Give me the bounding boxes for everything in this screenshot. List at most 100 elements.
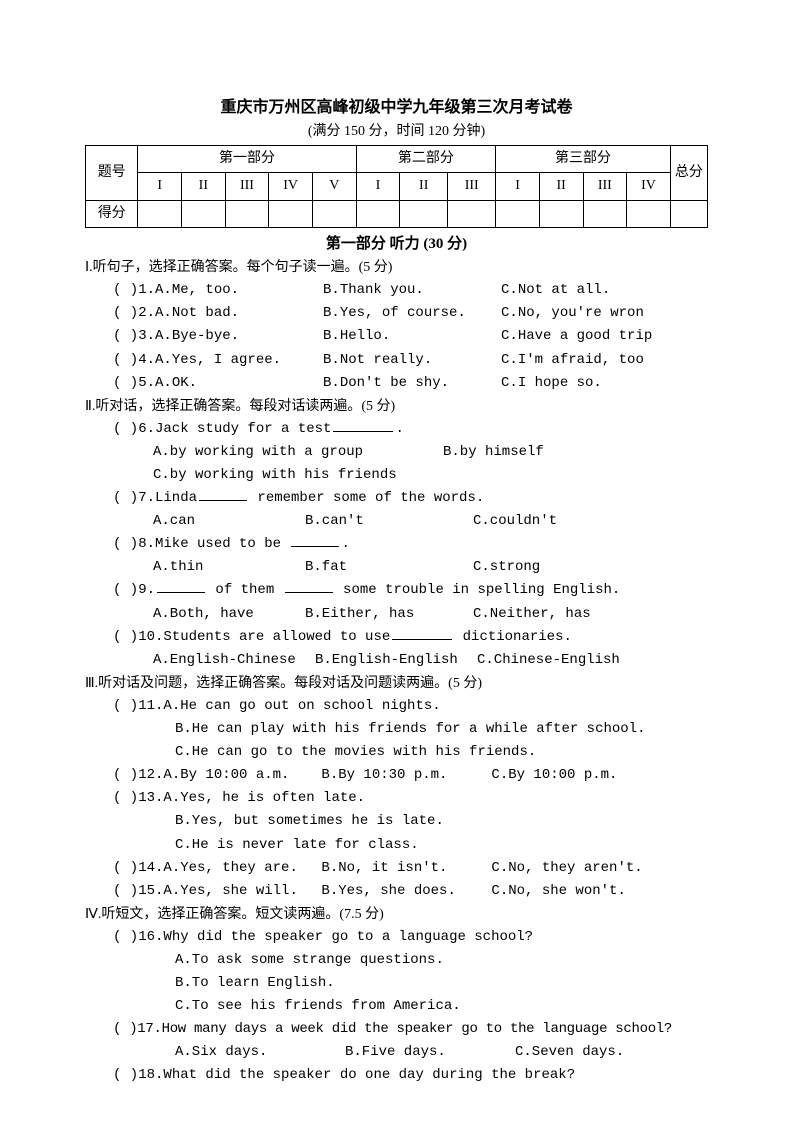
cell: IV <box>269 173 313 200</box>
q-prefix[interactable]: ( )9. <box>113 582 155 598</box>
exam-title: 重庆市万州区高峰初级中学九年级第三次月考试卷 <box>85 95 708 121</box>
opt-b: B.Either, has <box>305 603 473 626</box>
opt-a: A.Not bad. <box>155 302 323 325</box>
question-6-optc: C.by working with his friends <box>85 464 708 487</box>
question-13-c: C.He is never late for class. <box>85 834 708 857</box>
question-12: ( )12.A.By 10:00 a.m.B.By 10:30 p.m.C.By… <box>85 764 708 787</box>
q-text: Why did the speaker go to a language sch… <box>163 929 533 945</box>
blank[interactable] <box>157 579 205 593</box>
cell: III <box>225 173 269 200</box>
cell[interactable] <box>269 200 313 227</box>
cell[interactable] <box>356 200 400 227</box>
q-end: dictionaries. <box>454 629 572 645</box>
question-6-opts: A.by working with a groupB.by himself <box>85 441 708 464</box>
q-prefix[interactable]: ( )17. <box>113 1021 162 1037</box>
cell[interactable] <box>312 200 356 227</box>
opt-c: C.Not at all. <box>501 279 610 302</box>
opt-a: A.Yes, he is often late. <box>163 790 365 806</box>
table-row: 得分 <box>86 200 708 227</box>
opt-c: C.By 10:00 p.m. <box>491 764 617 787</box>
cell[interactable] <box>138 200 182 227</box>
cell[interactable] <box>539 200 583 227</box>
question-7-opts: A.canB.can'tC.couldn't <box>85 510 708 533</box>
opt-b: B.Yes, she does. <box>321 880 491 903</box>
opt-b: B.fat <box>305 556 473 579</box>
question-13-b: B.Yes, but sometimes he is late. <box>85 810 708 833</box>
opt-b: B.can't <box>305 510 473 533</box>
opt-a: A.Yes, they are. <box>163 857 321 880</box>
q-prefix[interactable]: ( )7.Linda <box>113 490 197 506</box>
blank[interactable] <box>199 487 247 501</box>
q-prefix[interactable]: ( )15. <box>113 883 163 899</box>
q-end: . <box>341 536 349 552</box>
opt-c: C.strong <box>473 556 540 579</box>
opt-a: A.Bye-bye. <box>155 325 323 348</box>
q-prefix[interactable]: ( )8.Mike used to be <box>113 536 289 552</box>
score-table: 题号 第一部分 第二部分 第三部分 总分 I II III IV V I II … <box>85 145 708 228</box>
cell-label: 题号 <box>86 145 138 200</box>
q-prefix[interactable]: ( )6.Jack study for a test <box>113 421 331 437</box>
q-prefix[interactable]: ( )10.Students are allowed to use <box>113 629 390 645</box>
opt-a: A.Yes, she will. <box>163 880 321 903</box>
q-prefix[interactable]: ( )2. <box>113 305 155 321</box>
q-prefix[interactable]: ( )12. <box>113 767 163 783</box>
opt-a: A.can <box>153 510 305 533</box>
question-3: ( )3.A.Bye-bye.B.Hello.C.Have a good tri… <box>85 325 708 348</box>
question-17: ( )17.How many days a week did the speak… <box>85 1018 708 1041</box>
opt-a: A.Both, have <box>153 603 305 626</box>
cell: II <box>182 173 226 200</box>
cell: I <box>356 173 400 200</box>
q-prefix[interactable]: ( )13. <box>113 790 163 806</box>
q-end: remember some of the words. <box>249 490 484 506</box>
cell: II <box>400 173 448 200</box>
cell[interactable] <box>583 200 627 227</box>
q-end: some trouble in spelling English. <box>335 582 621 598</box>
opt-b: B.Five days. <box>345 1041 515 1064</box>
cell: V <box>312 173 356 200</box>
q-text: What did the speaker do one day during t… <box>163 1067 575 1083</box>
opt-b: B.English-English <box>315 649 477 672</box>
opt-c: C.No, you're wron <box>501 302 644 325</box>
blank[interactable] <box>392 626 452 640</box>
opt-b: B.By 10:30 p.m. <box>321 764 491 787</box>
question-9-opts: A.Both, haveB.Either, hasC.Neither, has <box>85 603 708 626</box>
question-14: ( )14.A.Yes, they are.B.No, it isn't.C.N… <box>85 857 708 880</box>
blank[interactable] <box>333 418 393 432</box>
q-prefix[interactable]: ( )14. <box>113 860 163 876</box>
cell[interactable] <box>670 200 707 227</box>
section4-title: Ⅳ.听短文，选择正确答案。短文读两遍。(7.5 分) <box>85 903 708 926</box>
question-7: ( )7.Linda remember some of the words. <box>85 487 708 510</box>
cell[interactable] <box>496 200 540 227</box>
blank[interactable] <box>291 533 339 547</box>
q-prefix[interactable]: ( )5. <box>113 375 155 391</box>
q-prefix[interactable]: ( )11. <box>113 698 163 714</box>
opt-a: A.By 10:00 a.m. <box>163 764 321 787</box>
question-16-a: A.To ask some strange questions. <box>85 949 708 972</box>
cell[interactable] <box>400 200 448 227</box>
q-prefix[interactable]: ( )1. <box>113 282 155 298</box>
cell-part2: 第二部分 <box>356 145 496 172</box>
cell[interactable] <box>225 200 269 227</box>
opt-a: A.English-Chinese <box>153 649 315 672</box>
question-5: ( )5.A.OK.B.Don't be shy.C.I hope so. <box>85 372 708 395</box>
question-11-b: B.He can play with his friends for a whi… <box>85 718 708 741</box>
cell[interactable] <box>448 200 496 227</box>
opt-a: A.by working with a group <box>153 441 443 464</box>
cell[interactable] <box>182 200 226 227</box>
q-prefix[interactable]: ( )18. <box>113 1067 163 1083</box>
question-6: ( )6.Jack study for a test. <box>85 418 708 441</box>
section2-title: Ⅱ.听对话，选择正确答案。每段对话读两遍。(5 分) <box>85 395 708 418</box>
question-9: ( )9. of them some trouble in spelling E… <box>85 579 708 602</box>
blank[interactable] <box>285 579 333 593</box>
cell: III <box>583 173 627 200</box>
q-prefix[interactable]: ( )4. <box>113 352 155 368</box>
q-prefix[interactable]: ( )3. <box>113 328 155 344</box>
opt-c: C.No, they aren't. <box>491 857 642 880</box>
opt-b: B.Don't be shy. <box>323 372 501 395</box>
q-prefix[interactable]: ( )16. <box>113 929 163 945</box>
opt-b: B.Hello. <box>323 325 501 348</box>
question-4: ( )4.A.Yes, I agree.B.Not really.C.I'm a… <box>85 349 708 372</box>
cell[interactable] <box>627 200 671 227</box>
section1-title: Ⅰ.听句子，选择正确答案。每个句子读一遍。(5 分) <box>85 256 708 279</box>
opt-c: C.Seven days. <box>515 1041 624 1064</box>
